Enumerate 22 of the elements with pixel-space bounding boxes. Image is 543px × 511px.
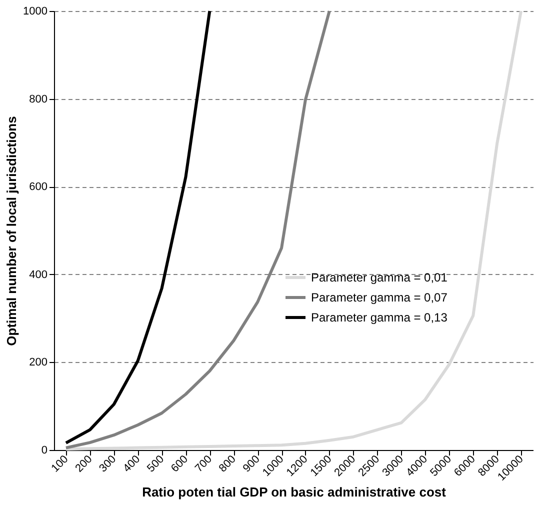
line-series (64, 10, 523, 451)
y-tick-label: 400 (29, 268, 48, 281)
legend-label: Parameter gamma = 0,01 (311, 270, 448, 284)
legend-label: Parameter gamma = 0,07 (311, 290, 448, 304)
y-tick-label: 600 (29, 181, 48, 194)
x-tick-label: 500 (145, 453, 167, 475)
x-axis-title: Ratio poten tial GDP on basic administrative cost (142, 484, 447, 500)
x-tick-label: 900 (240, 453, 262, 475)
y-tick-label: 200 (29, 356, 48, 369)
y-axis-title: Optimal number of local jurisdictions (4, 116, 20, 346)
x-tick-label: 700 (192, 453, 214, 475)
x-tick-label: 800 (216, 453, 238, 475)
x-tick-label: 300 (97, 453, 119, 475)
y-tick-label: 0 (41, 444, 48, 456)
x-tick-label: 600 (169, 453, 190, 475)
x-tick-label: 100 (49, 453, 71, 475)
y-tick-label: 1000 (23, 6, 48, 18)
x-tick-label: 200 (73, 453, 95, 475)
legend-label: Parameter gamma = 0,13 (311, 310, 448, 324)
line-series (64, 10, 212, 444)
x-tick-label: 400 (121, 453, 143, 475)
y-tick-label: 800 (29, 93, 48, 106)
